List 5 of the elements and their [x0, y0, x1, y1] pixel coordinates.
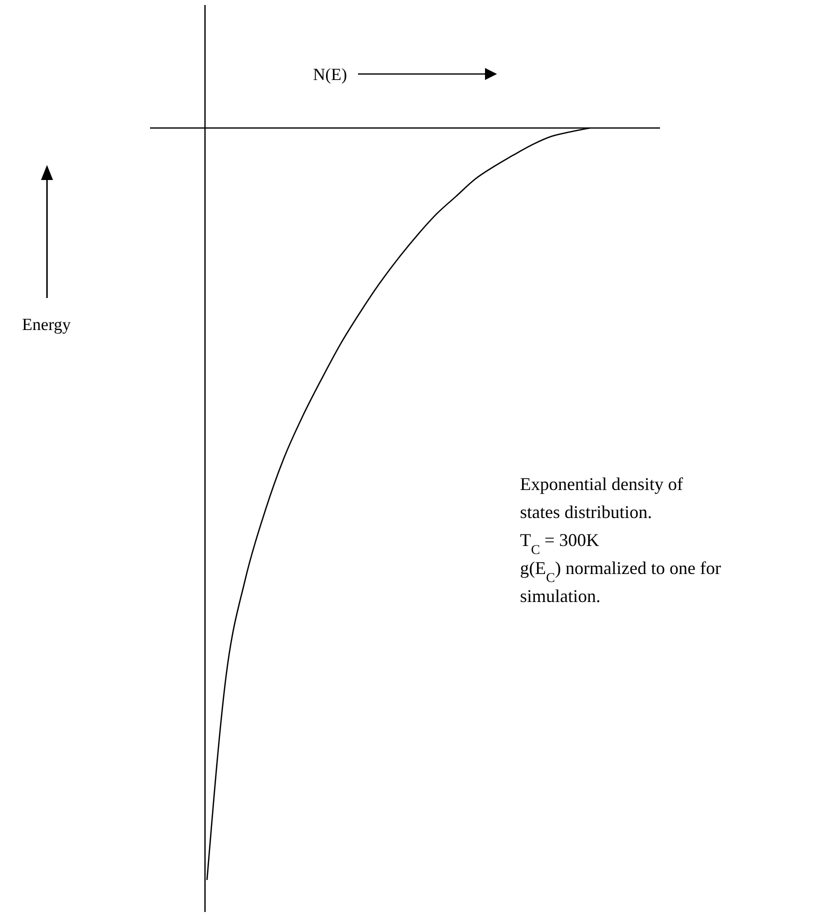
text: Energy: [22, 315, 72, 334]
annotation: T$_{C}$ = 300K: [520, 530, 600, 556]
x-axis-title: N(E): [313, 65, 347, 84]
annotation: Exponential density of states distribution.: [520, 474, 683, 522]
annotation: g(E$_{C}$) normalized to one for simulation.: [520, 558, 721, 606]
